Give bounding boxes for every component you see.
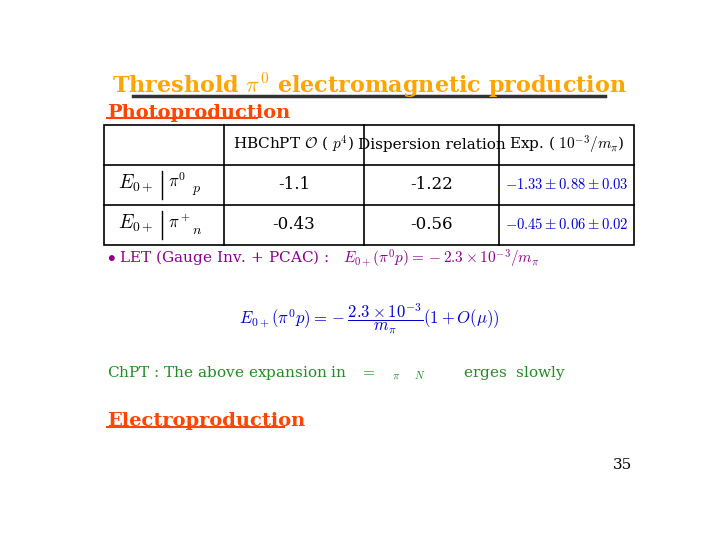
Text: Threshold $\pi^0$ electromagnetic production: Threshold $\pi^0$ electromagnetic produc…	[112, 72, 626, 101]
Text: Photoproduction: Photoproduction	[107, 104, 290, 122]
Text: Electroproduction: Electroproduction	[107, 411, 305, 429]
Text: $E_{0+}$: $E_{0+}$	[118, 213, 153, 234]
Text: $\pi^0$: $\pi^0$	[168, 173, 186, 191]
Text: -0.56: -0.56	[410, 217, 453, 233]
Text: 35: 35	[613, 458, 632, 472]
Text: Dispersion relation: Dispersion relation	[358, 138, 505, 152]
Text: Exp. ( $10^{-3}/m_{\pi}$): Exp. ( $10^{-3}/m_{\pi}$)	[509, 134, 624, 156]
Text: $-0.45\pm0.06\pm0.02$: $-0.45\pm0.06\pm0.02$	[505, 218, 629, 232]
Text: $\pi^+$: $\pi^+$	[168, 213, 191, 231]
Text: $p$: $p$	[192, 183, 201, 197]
Text: HBChPT $\mathcal{O}$ ( $p^4$): HBChPT $\mathcal{O}$ ( $p^4$)	[233, 134, 354, 156]
Text: $n$: $n$	[192, 222, 202, 237]
Text: ChPT : The above expansion in   $=$   $_{\pi}$   $_{N}$        erges  slowly: ChPT : The above expansion in $=$ $_{\pi…	[107, 364, 567, 382]
Text: $-1.33\pm0.88\pm0.03$: $-1.33\pm0.88\pm0.03$	[505, 178, 629, 192]
Text: $E_{0+}(\pi^0 p) = -\dfrac{2.3 \times 10^{-3}}{m_{\pi}}(1+O(\mu))$: $E_{0+}(\pi^0 p) = -\dfrac{2.3 \times 10…	[239, 301, 499, 336]
Text: -1.22: -1.22	[410, 177, 453, 193]
Text: -1.1: -1.1	[278, 177, 310, 193]
Text: -0.43: -0.43	[272, 217, 315, 233]
Text: $E_{0+}$: $E_{0+}$	[118, 173, 153, 194]
Text: $\bullet$ LET (Gauge Inv. + PCAC) :   $E_{0+}(\pi^0 p) = -2.3 \times 10^{-3}/m_{: $\bullet$ LET (Gauge Inv. + PCAC) : $E_{…	[107, 248, 539, 270]
